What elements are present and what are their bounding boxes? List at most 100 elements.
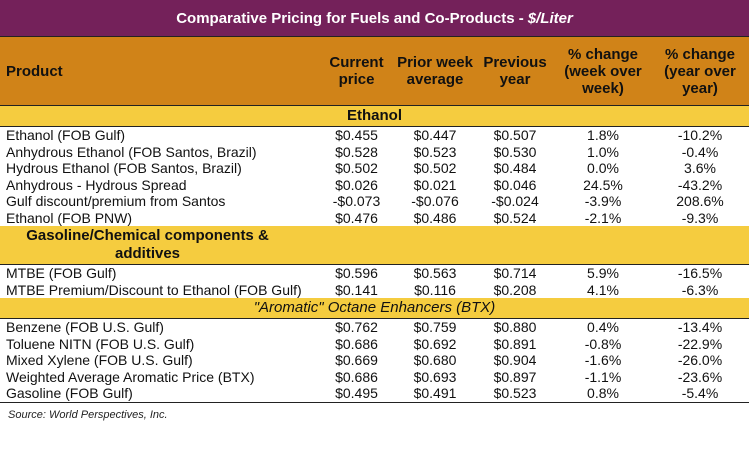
cell-previous-year: $0.904 [493,352,537,368]
cell-change-year: -6.3% [681,281,719,298]
cell-change-week: 0.4% [587,319,619,335]
cell-current-price: $0.476 [335,209,378,226]
cell-change-year: -10.2% [677,127,723,143]
cell-change-week: 0.0% [587,160,619,176]
cell-change-year: -0.4% [681,143,719,160]
cell-previous-year: $0.714 [493,265,537,281]
table-row: MTBE (FOB Gulf) $0.596 $0.563 $0.714 5.9% -16… [0,265,749,282]
cell-prior-week: $0.523 [413,143,457,160]
cell-change-week: -0.8% [584,335,622,352]
cell-current-price: $0.502 [335,160,378,176]
table-row: Gasoline (FOB Gulf) $0.495 $0.491 $0.523 0.8… [0,385,749,403]
cell-prior-week: $0.116 [414,281,456,298]
cell-prior-week: $0.692 [413,335,457,352]
cell-product: Anhydrous - Hydrous Spread [6,176,187,193]
section-header: Ethanol [0,105,749,127]
cell-prior-week: $0.486 [413,209,457,226]
cell-previous-year: $0.507 [493,127,537,143]
cell-product: Weighted Average Aromatic Price (BTX) [6,368,255,385]
cell-current-price: $0.528 [335,143,378,160]
section-header: "Aromatic" Octane Enhancers (BTX) [0,298,749,319]
cell-prior-week: $0.021 [413,176,457,193]
title-unit: $/Liter [527,9,573,27]
cell-previous-year: $0.484 [493,160,537,176]
cell-current-price: $0.762 [335,319,378,335]
cell-product: Toluene NITN (FOB U.S. Gulf) [6,335,195,352]
cell-change-year: 208.6% [676,193,724,209]
header-previous-year: Previous year [475,37,555,106]
header-change-week: % change (week over week) [555,37,651,106]
cell-prior-week: $0.693 [413,368,457,385]
cell-current-price: $0.495 [318,385,395,403]
cell-current-price: $0.669 [335,352,378,368]
cell-current-price: $0.686 [335,368,378,385]
title-text: Comparative Pricing for Fuels and Co-Pro… [176,9,524,27]
cell-current-price: $0.596 [335,265,378,281]
cell-change-week: -1.1% [584,368,622,385]
cell-change-week: 1.0% [587,143,619,160]
source-note: Source: World Perspectives, Inc. [8,408,168,421]
cell-current-price: $0.686 [335,335,378,352]
header-current-price: Current price [318,37,395,106]
table-row: Ethanol (FOB Gulf) $0.455 $0.447 $0.507 1.8%… [0,127,749,144]
table-row: Anhydrous Ethanol (FOB Santos, Brazil) $0… [0,144,749,161]
cell-current-price: -$0.073 [332,193,381,209]
table-row: Hydrous Ethanol (FOB Santos, Brazil) $0.5… [0,160,749,177]
cell-change-week: -2.1% [584,209,622,226]
cell-current-price: $0.455 [335,127,378,143]
cell-change-year: -22.9% [677,335,723,352]
cell-product: Mixed Xylene (FOB U.S. Gulf) [6,352,193,368]
section-label: Ethanol [0,105,749,127]
header-prior-week: Prior week average [395,37,475,106]
cell-product: Benzene (FOB U.S. Gulf) [6,319,164,335]
cell-change-year: -9.3% [681,209,719,226]
cell-prior-week: -$0.076 [411,193,459,209]
cell-change-year: -23.6% [677,368,723,385]
cell-change-year: -13.4% [677,319,723,335]
cell-product: Ethanol (FOB Gulf) [6,127,126,143]
cell-previous-year: $0.891 [493,335,537,352]
cell-change-week: 0.8% [555,385,651,403]
cell-previous-year: $0.524 [493,209,537,226]
section-label: Gasoline/Chemical components & additives [0,226,749,265]
cell-product: Gasoline (FOB Gulf) [0,385,318,403]
cell-change-year: -43.2% [677,176,723,193]
cell-previous-year: -$0.024 [491,193,539,209]
header-row: Product Current price Prior week average… [0,37,749,106]
cell-prior-week: $0.680 [413,352,457,368]
cell-change-year: -16.5% [677,265,723,281]
cell-current-price: $0.141 [335,281,378,298]
header-change-year: % change (year over year) [651,37,749,106]
cell-previous-year: $0.523 [475,385,555,403]
cell-previous-year: $0.880 [493,319,537,335]
cell-previous-year: $0.208 [493,281,537,298]
table-title: Comparative Pricing for Fuels and Co-Pro… [0,0,749,37]
section-label: "Aromatic" Octane Enhancers (BTX) [0,298,749,319]
cell-product: Gulf discount/premium from Santos [6,193,226,209]
table-row: Weighted Average Aromatic Price (BTX) $0.… [0,369,749,386]
cell-product: Hydrous Ethanol (FOB Santos, Brazil) [6,160,242,176]
cell-change-week: -1.6% [584,352,622,368]
table-row: Benzene (FOB U.S. Gulf) $0.762 $0.759 $0.88… [0,319,749,336]
cell-prior-week: $0.447 [413,127,457,143]
cell-change-year: -5.4% [651,385,749,403]
cell-product: MTBE (FOB Gulf) [6,265,117,281]
cell-change-week: 1.8% [587,127,619,143]
header-product: Product [0,37,318,106]
table-row: Gulf discount/premium from Santos -$0.073… [0,193,749,210]
cell-previous-year: $0.046 [493,176,537,193]
cell-previous-year: $0.530 [493,143,537,160]
table-row: Ethanol (FOB PNW) $0.476 $0.486 $0.524 -2.1%… [0,210,749,227]
cell-change-year: -26.0% [677,352,723,368]
cell-change-week: 4.1% [587,281,619,298]
cell-prior-week: $0.563 [413,265,457,281]
pricing-table-container: Comparative Pricing for Fuels and Co-Pro… [0,0,749,421]
cell-change-year: 3.6% [684,160,716,176]
cell-product: MTBE Premium/Discount to Ethanol (FOB Gu… [6,281,302,298]
table-row: Toluene NITN (FOB U.S. Gulf) $0.686 $0.692… [0,336,749,353]
cell-change-week: 5.9% [587,265,619,281]
cell-prior-week: $0.491 [395,385,475,403]
cell-current-price: $0.026 [335,176,378,193]
table-row: Anhydrous - Hydrous Spread $0.026 $0.021 $0… [0,177,749,194]
cell-change-week: -3.9% [584,193,622,209]
